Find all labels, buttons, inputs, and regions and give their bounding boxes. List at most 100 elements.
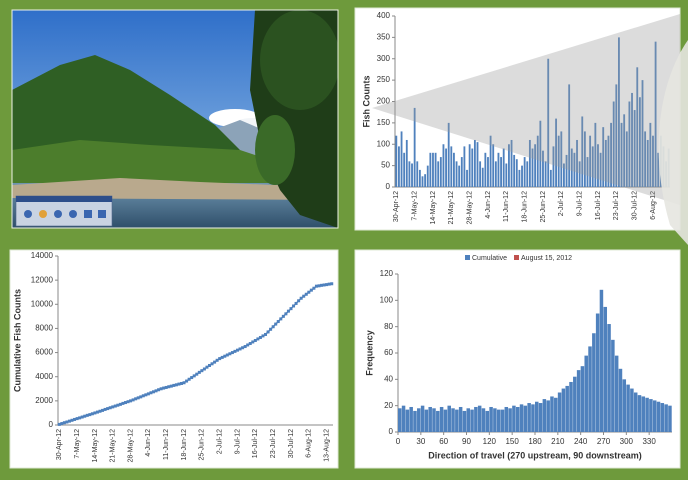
bar [398, 146, 400, 187]
bar [657, 152, 660, 187]
point [118, 402, 122, 406]
point [182, 381, 186, 385]
hist-bar [580, 366, 585, 432]
hist-bar [455, 409, 459, 432]
point [106, 407, 110, 411]
hist-bar [443, 409, 448, 432]
x-tick-label: 14-May-12 [430, 191, 437, 225]
hist-bar [569, 381, 573, 432]
photo [12, 10, 338, 228]
bar [641, 80, 644, 187]
point [123, 401, 127, 405]
point [218, 357, 222, 361]
point [284, 312, 288, 316]
bar [633, 110, 636, 187]
point [320, 283, 324, 287]
hist-bar [626, 384, 630, 432]
bar [563, 163, 565, 187]
point [299, 296, 303, 300]
y-tick-label: 350 [377, 32, 391, 41]
bar [649, 122, 652, 187]
x-tick-label: 90 [462, 437, 471, 446]
zoom-overlay [372, 14, 680, 205]
bar [599, 152, 602, 187]
point [279, 317, 283, 321]
bar [560, 131, 563, 187]
x-tick-label: 30-Apr-12 [393, 191, 400, 222]
point [274, 322, 278, 326]
point [70, 418, 74, 422]
x-tick-label: 2-Jul-12 [558, 191, 565, 216]
point [292, 304, 296, 308]
point [276, 320, 280, 324]
bar [604, 139, 607, 187]
x-tick-label: 7-May-12 [411, 191, 418, 221]
x-tick-label: 25-Jun-12 [540, 191, 547, 223]
y-tick-label: 400 [377, 11, 391, 20]
bar [549, 169, 552, 187]
point [281, 314, 285, 318]
point [67, 419, 71, 423]
point [78, 416, 82, 420]
y-tick-label: 14000 [31, 251, 54, 260]
point [330, 282, 334, 286]
bar [494, 161, 497, 187]
hist-bar [466, 408, 471, 432]
hist-bar [439, 406, 444, 432]
hist-bar [447, 405, 451, 432]
y-tick-label: 150 [377, 118, 391, 127]
bar [466, 169, 468, 187]
point [314, 284, 318, 288]
bar [484, 152, 487, 187]
bar [542, 150, 544, 187]
hist-bar [417, 408, 421, 432]
bar [426, 165, 429, 187]
bar [573, 152, 576, 187]
hist-bar [611, 339, 615, 432]
x-tick-label: 4-Jun-12 [485, 191, 492, 219]
point [187, 377, 191, 381]
hist-bar [496, 409, 501, 432]
hist-bar [462, 410, 467, 432]
hist-bar [664, 404, 668, 432]
hist-bar [428, 406, 432, 432]
bar [455, 161, 458, 187]
x-tick-label: 6-Aug-12 [306, 429, 313, 458]
point [213, 360, 217, 364]
bar [526, 161, 529, 187]
hist-bar [622, 379, 627, 432]
point [103, 407, 107, 411]
y-axis-title: Cumulative Fish Counts [12, 289, 22, 392]
point [271, 325, 275, 329]
hist-bar [424, 409, 429, 432]
legend-label: August 15, 2012 [521, 255, 572, 262]
bar [581, 116, 584, 187]
hist-bar [649, 399, 653, 432]
x-tick-label: 240 [574, 437, 588, 446]
bar [618, 37, 620, 187]
point [174, 383, 178, 387]
x-tick-label: 16-Jul-12 [252, 429, 259, 458]
hist-bar [668, 405, 672, 432]
bar [473, 139, 476, 187]
point [157, 388, 161, 392]
bar [594, 122, 597, 187]
bar [591, 146, 594, 187]
bar [565, 154, 568, 187]
bar [489, 135, 492, 187]
hist-bar [656, 401, 661, 432]
bar [528, 139, 531, 187]
hist-bar [515, 406, 520, 432]
point [129, 399, 133, 403]
x-tick-label: 28-May-12 [466, 191, 473, 225]
point [113, 404, 117, 408]
bar [578, 161, 581, 187]
x-tick-label: 23-Jul-12 [613, 191, 620, 220]
point [80, 415, 84, 419]
hist-bar [531, 404, 535, 432]
point [269, 327, 273, 331]
bar [445, 148, 447, 187]
bar [411, 163, 413, 187]
point [162, 386, 166, 390]
